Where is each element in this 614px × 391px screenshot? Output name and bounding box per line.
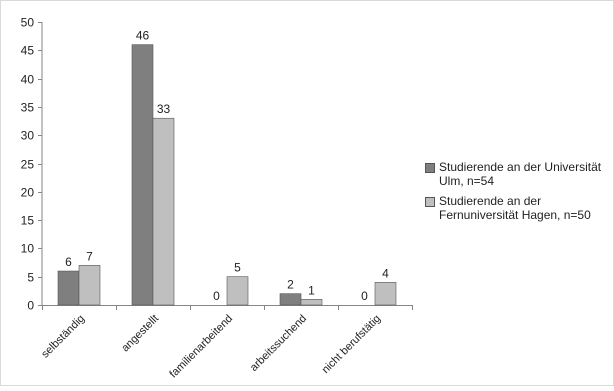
data-labels: 6 46 0 2 0 7 33 5 1 4 bbox=[65, 29, 389, 303]
data-label: 1 bbox=[308, 283, 315, 297]
y-tick-label: 0 bbox=[27, 299, 34, 313]
y-tick-label: 25 bbox=[21, 158, 35, 172]
y-axis: 0 5 10 15 20 25 30 35 40 45 50 bbox=[21, 16, 43, 313]
data-label: 46 bbox=[136, 29, 150, 43]
y-tick-label: 10 bbox=[21, 242, 35, 256]
y-tick-label: 30 bbox=[21, 129, 35, 143]
legend: Studierende an der Universität Ulm, n=54… bbox=[425, 160, 611, 228]
bar-series-2 bbox=[78, 265, 101, 306]
bar-series-1 bbox=[57, 270, 80, 306]
bar-series-2 bbox=[152, 117, 175, 306]
y-tick-label: 5 bbox=[27, 271, 34, 285]
bar-series-2 bbox=[374, 282, 397, 306]
legend-label-ulm: Studierende an der Universität Ulm, n=54 bbox=[439, 160, 602, 188]
bar-series-1 bbox=[131, 44, 154, 306]
bars bbox=[57, 44, 397, 306]
legend-swatch-ulm bbox=[425, 163, 435, 173]
data-label: 4 bbox=[382, 266, 389, 280]
y-tick-label: 15 bbox=[21, 214, 35, 228]
legend-swatch-hagen bbox=[425, 197, 435, 207]
legend-item-ulm: Studierende an der Universität Ulm, n=54 bbox=[425, 160, 611, 188]
data-label: 0 bbox=[361, 289, 368, 303]
data-label: 5 bbox=[234, 261, 241, 275]
bar-series-1 bbox=[279, 293, 302, 306]
y-tick-label: 50 bbox=[21, 16, 35, 30]
y-tick-label: 45 bbox=[21, 44, 35, 58]
y-tick-label: 40 bbox=[21, 73, 35, 87]
data-label: 7 bbox=[86, 249, 93, 263]
data-label: 6 bbox=[65, 255, 72, 269]
bar-series-2 bbox=[300, 299, 323, 306]
bar-series-2 bbox=[226, 276, 249, 306]
data-label: 33 bbox=[157, 102, 171, 116]
data-label: 2 bbox=[287, 278, 294, 292]
data-label: 0 bbox=[213, 289, 220, 303]
legend-item-hagen: Studierende an der Fernuniversität Hagen… bbox=[425, 194, 611, 222]
y-tick-label: 35 bbox=[21, 101, 35, 115]
legend-label-hagen: Studierende an der Fernuniversität Hagen… bbox=[439, 194, 591, 222]
y-tick-label: 20 bbox=[21, 186, 35, 200]
